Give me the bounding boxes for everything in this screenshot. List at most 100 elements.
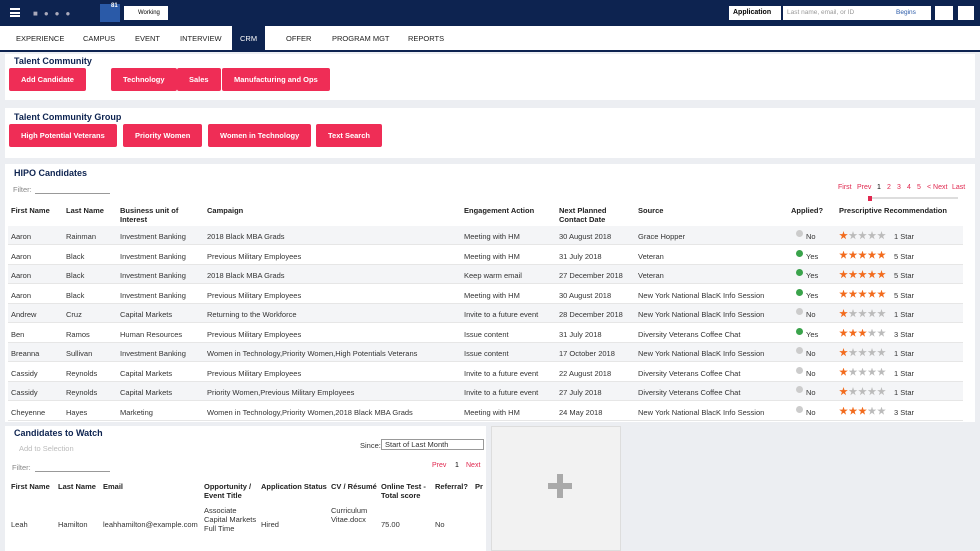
tab[interactable]: EXPERIENCE — [16, 34, 65, 43]
star — [877, 309, 886, 318]
star-rating — [839, 328, 891, 339]
table-cell: Investment Banking — [120, 349, 186, 358]
star-rating — [839, 348, 891, 358]
table-row[interactable]: Aaron Black Investment Banking Previous Mil… — [8, 245, 963, 265]
tab[interactable]: OFFER — [286, 34, 312, 43]
filter-input[interactable] — [35, 193, 110, 194]
table-row[interactable]: Cassidy Reynolds Capital Markets Priority W… — [8, 382, 963, 401]
column-header[interactable]: Applied? — [791, 206, 824, 215]
table-cell: No — [806, 310, 816, 319]
action-button[interactable]: Text Search — [316, 124, 382, 147]
action-button[interactable]: High Potential Veterans — [9, 124, 117, 147]
action-button[interactable]: Women in Technology — [208, 124, 312, 147]
action-button[interactable]: Technology — [111, 68, 177, 91]
column-header[interactable]: Prescriptive Recommendation — [839, 206, 947, 215]
table-cell: 5 Star — [894, 251, 915, 261]
star — [839, 289, 848, 298]
action-button[interactable]: Priority Women — [123, 124, 203, 147]
table-row[interactable]: Cassidy Reynolds Capital Markets Previous M… — [8, 362, 963, 382]
column-header[interactable]: First Name — [11, 206, 50, 215]
column-header[interactable]: Application Status — [261, 482, 327, 491]
search-mode[interactable]: Begins — [896, 9, 916, 16]
table-cell: Previous Military Employees — [207, 251, 302, 261]
star-rating — [839, 367, 891, 378]
table-cell: 30 August 2018 — [559, 232, 612, 241]
tab[interactable]: CAMPUS — [83, 34, 116, 43]
star — [839, 231, 848, 240]
tab[interactable]: REPORTS — [408, 34, 445, 43]
search-input[interactable]: Last name, email, or ID — [783, 6, 931, 20]
nav-icons[interactable]: ■●●● — [33, 9, 77, 18]
column-header[interactable]: Business unit of Interest — [120, 206, 179, 224]
table-row[interactable]: Ben Ramos Human Resources Previous Military… — [8, 323, 963, 343]
pager-link[interactable]: 5 — [917, 184, 921, 191]
table-row[interactable]: Cheyenne Hayes Marketing Women in Technolog… — [8, 401, 963, 421]
pager-link[interactable]: 1 — [455, 462, 459, 469]
add-widget[interactable] — [491, 426, 621, 551]
notification-icon[interactable] — [100, 4, 120, 22]
column-header[interactable]: Referral? — [435, 482, 468, 491]
column-header[interactable]: Next Planned Contact Date — [559, 206, 607, 224]
pager-link[interactable]: Last — [952, 184, 966, 191]
column-header[interactable]: Last Name — [58, 482, 96, 491]
column-header[interactable]: Online Test - Total score — [381, 482, 426, 500]
pager-link[interactable]: Next — [466, 462, 481, 469]
application-select[interactable]: Application — [729, 6, 781, 20]
column-header[interactable]: CV / Résumé — [331, 482, 377, 491]
search-button[interactable] — [935, 6, 953, 20]
pager-link[interactable]: < Next — [927, 184, 948, 191]
star — [877, 250, 886, 259]
table-row[interactable]: Breanna Sullivan Investment Banking Women i… — [8, 343, 963, 362]
column-header[interactable]: Source — [638, 206, 664, 215]
tab[interactable]: INTERVIEW — [180, 34, 222, 43]
notification-count: 81 — [111, 3, 118, 9]
column-header[interactable]: Email — [103, 482, 124, 491]
star — [858, 270, 867, 279]
column-header[interactable]: First Name — [11, 482, 50, 491]
pager-link[interactable]: 1 — [877, 184, 881, 191]
star — [858, 348, 867, 357]
table-cell: 75.00 — [381, 520, 400, 529]
since-select[interactable]: Start of Last Month — [381, 439, 484, 450]
star — [848, 387, 858, 396]
table-row[interactable]: Aaron Rainman Investment Banking 2018 Black… — [8, 226, 963, 245]
table-cell: Curriculum Vitae.docx — [331, 506, 368, 524]
star — [877, 406, 886, 415]
column-header[interactable]: Last Name — [66, 206, 104, 215]
action-button[interactable]: Sales — [177, 68, 221, 91]
pager-slider[interactable] — [868, 195, 958, 201]
table-cell: Veteran — [638, 251, 664, 261]
pager-link[interactable]: Prev — [432, 462, 447, 469]
pager-link[interactable]: First — [838, 184, 852, 191]
column-header[interactable]: Engagement Action — [464, 206, 535, 215]
filter-input[interactable] — [35, 471, 110, 472]
close-button[interactable] — [958, 6, 974, 20]
menu-icon[interactable] — [10, 8, 20, 17]
table-row[interactable]: Aaron Black Investment Banking Previous Mil… — [8, 284, 963, 304]
column-header[interactable]: Opportunity / Event Title — [204, 482, 252, 500]
status-badge[interactable]: Working — [124, 6, 168, 20]
star-rating — [839, 289, 891, 300]
star — [867, 328, 877, 337]
pager-link[interactable]: 4 — [907, 184, 911, 191]
column-header[interactable]: Campaign — [207, 206, 244, 215]
table-cell: 1 Star — [894, 388, 915, 397]
pager-link[interactable]: 2 — [887, 184, 891, 191]
action-button[interactable]: Add Candidate — [9, 68, 86, 91]
table-row[interactable]: Andrew Cruz Capital Markets Returning to th… — [8, 304, 963, 323]
table-cell: Meeting with HM — [464, 251, 520, 261]
action-button[interactable]: Manufacturing and Ops — [222, 68, 330, 91]
table-cell: Diversity Veterans Coffee Chat — [638, 329, 741, 339]
table-row[interactable]: Aaron Black Investment Banking 2018 Black M… — [8, 265, 963, 284]
column-header[interactable]: Pr — [475, 482, 483, 491]
star — [867, 289, 877, 298]
pager-link[interactable]: Prev — [857, 184, 872, 191]
add-selection[interactable]: Add to Selection — [19, 444, 74, 453]
applied-icon — [796, 405, 803, 413]
pager-link[interactable]: 3 — [897, 184, 901, 191]
table-cell: 1 Star — [894, 349, 915, 358]
star — [867, 250, 877, 259]
tab[interactable]: EVENT — [135, 34, 161, 43]
tab[interactable]: PROGRAM MGT — [332, 34, 390, 43]
tab[interactable]: CRM — [232, 26, 266, 50]
